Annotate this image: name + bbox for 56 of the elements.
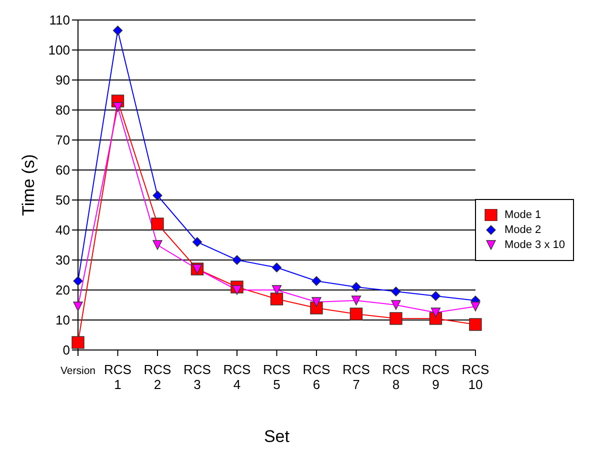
point [112,102,123,112]
point [270,292,284,306]
point [391,286,401,296]
point [350,308,363,320]
y-tick-label: 110 [49,12,70,28]
y-tick-label: 60 [56,162,70,178]
y-tick-label: 40 [56,222,70,238]
x-tick-label: RCS 5 [263,362,291,392]
x-axis-title: Set [264,427,290,446]
point [72,336,84,349]
x-tick-label: RCS 10 [462,362,490,392]
x-tick-label: RCS 7 [342,362,370,392]
x-tick-label: RCS 2 [144,362,172,392]
y-tick-label: 70 [56,132,70,148]
y-tick-label: 0 [62,342,70,358]
point [312,297,322,307]
point [429,312,442,325]
x-tick-label: RCS 1 [104,362,132,392]
y-tick-label: 100 [48,42,70,58]
y-axis-title: Time (s) [19,154,38,216]
point [272,285,282,295]
point [430,308,441,318]
point [430,291,441,301]
point [272,262,282,272]
x-tick-label: RCS 4 [223,362,252,392]
legend-label: Mode 1 [504,209,542,221]
y-tick-label: 80 [56,102,70,118]
x-tick-label: RCS 3 [184,362,212,392]
x-tick-label: RCS 8 [382,362,410,392]
point [73,276,83,286]
legend-label: Mode 2 [504,224,542,236]
x-tick-label: RCS 9 [422,362,450,392]
point [391,300,401,310]
point [232,255,242,265]
point [112,26,123,36]
point [192,237,202,247]
y-tick-label: 30 [56,252,70,268]
point [351,282,362,292]
y-tick-label: 90 [56,72,70,88]
x-tick-label: Version [60,365,96,377]
point [232,285,242,295]
y-tick-label: 20 [56,282,70,298]
point [469,318,482,331]
point [151,218,164,230]
point [310,302,323,314]
y-tick-label: 50 [56,192,70,208]
legend-label: Mode 3 x 10 [504,239,565,251]
point [351,296,362,306]
point [390,312,402,325]
point [152,190,162,200]
point [152,240,162,250]
point [73,302,83,312]
y-tick-label: 10 [56,312,70,328]
point [312,276,322,286]
point [470,302,480,312]
x-tick-label: RCS 6 [302,362,331,392]
